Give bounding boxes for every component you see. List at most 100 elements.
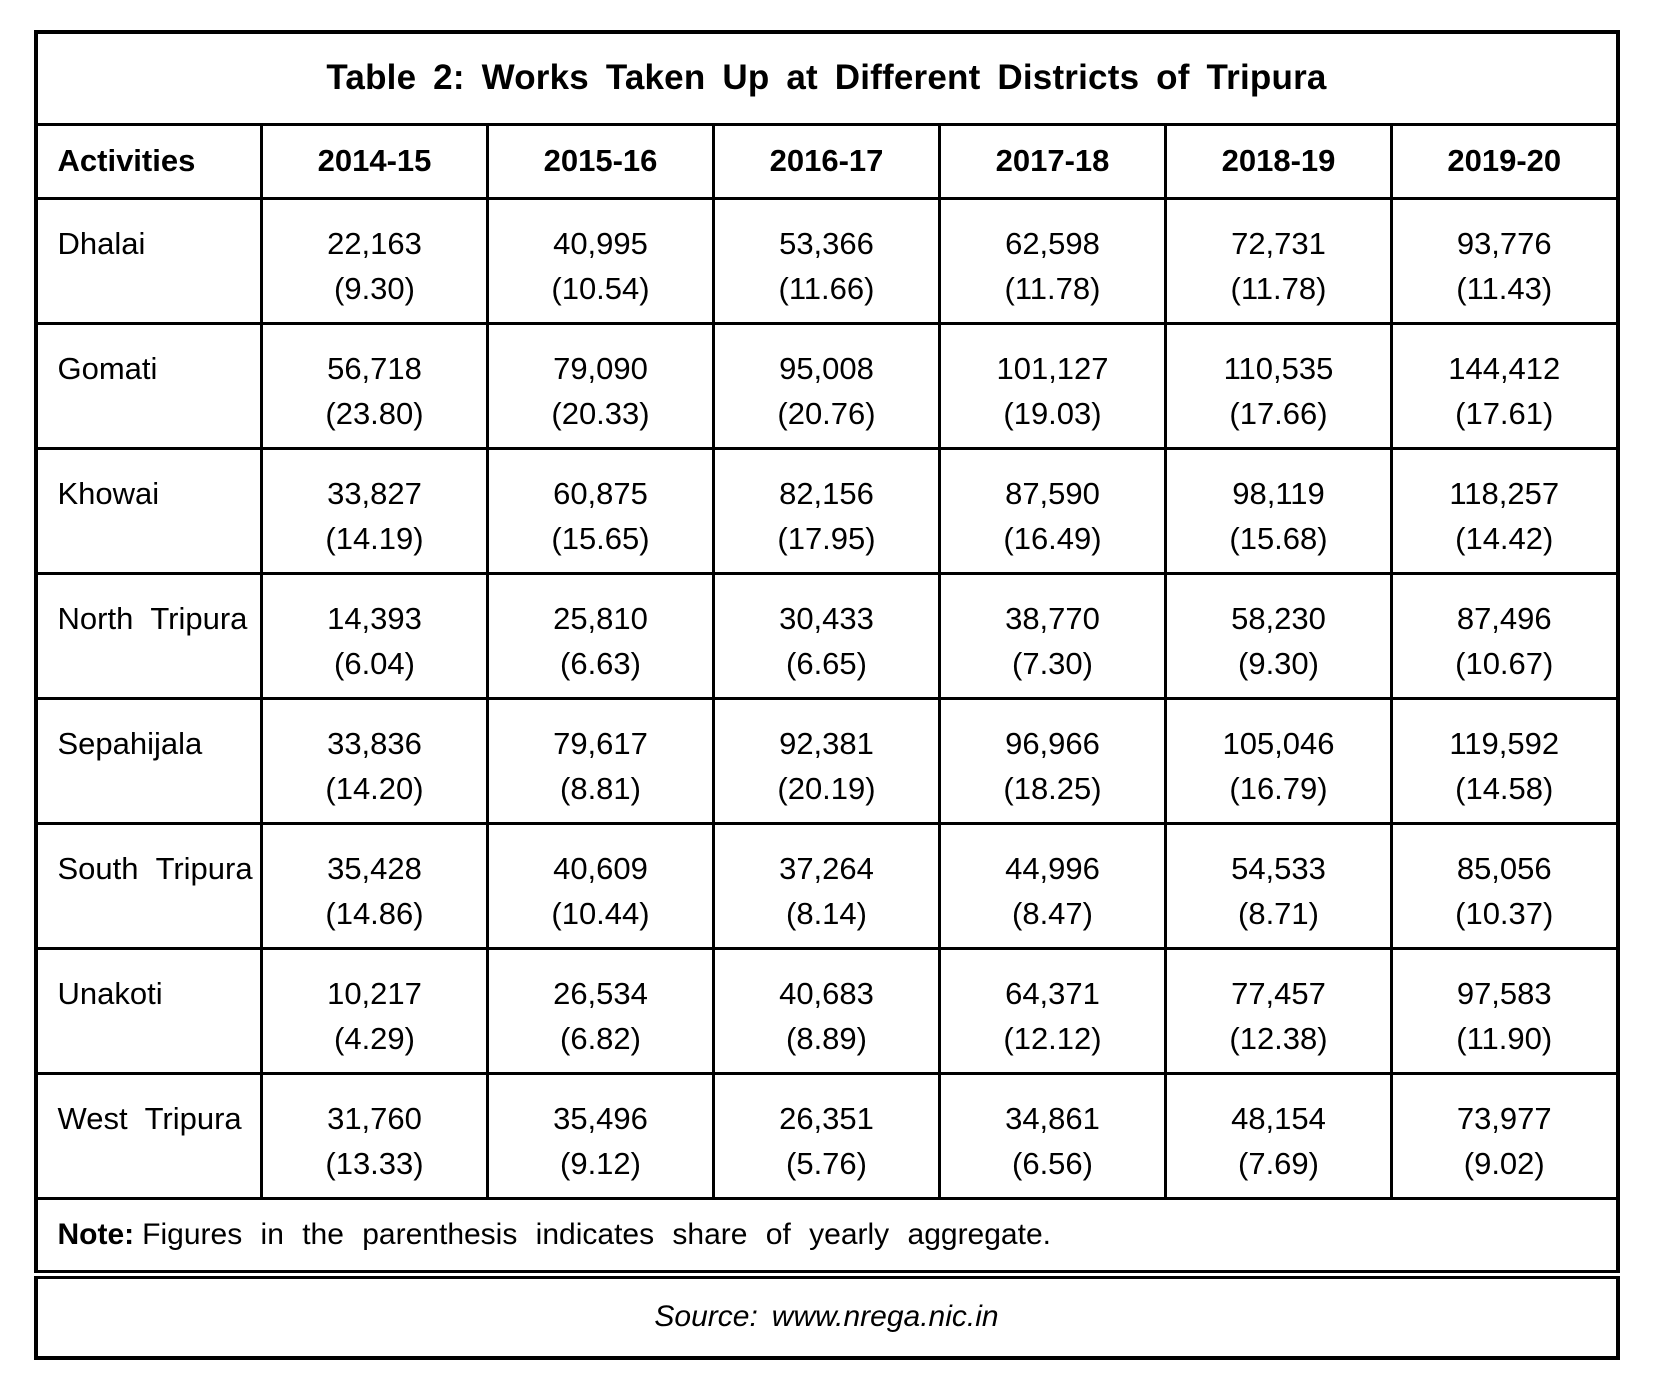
- data-cell: 40,995 (10.54): [486, 196, 715, 325]
- data-cell: 40,609 (10.44): [486, 821, 715, 950]
- cell-value: 77,457: [1231, 975, 1326, 1011]
- cell-share: (13.33): [325, 1145, 424, 1181]
- data-cell: 37,264 (8.14): [712, 821, 941, 950]
- district-name: South Tripura: [34, 821, 263, 950]
- cell-value: 25,810: [553, 600, 648, 636]
- cell-share: (8.89): [786, 1020, 867, 1056]
- column-header-year: 2017-18: [938, 122, 1167, 200]
- cell-value: 87,496: [1456, 600, 1552, 636]
- cell-value: 64,371: [1005, 975, 1100, 1011]
- cell-value: 26,351: [779, 1100, 874, 1136]
- cell-share: (20.76): [777, 395, 876, 431]
- data-cell: 62,598 (11.78): [938, 196, 1167, 325]
- column-header-year: 2015-16: [486, 122, 715, 200]
- cell-share: (12.38): [1229, 1020, 1328, 1056]
- title-row: Table 2: Works Taken Up at Different Dis…: [34, 30, 1619, 126]
- note-label: Note:: [57, 1217, 135, 1251]
- district-name: Unakoti: [34, 946, 263, 1075]
- cell-share: (19.03): [1003, 395, 1102, 431]
- cell-value: 98,119: [1232, 475, 1325, 511]
- table-row: West Tripura 31,760 (13.33) 35,496 (9.12) 26,…: [34, 1071, 1619, 1200]
- cell-value: 33,827: [327, 475, 422, 511]
- cell-share: (9.30): [334, 270, 415, 306]
- column-header-year: 2014-15: [260, 122, 489, 200]
- district-name: Gomati: [34, 321, 263, 450]
- cell-value: 14,393: [327, 600, 422, 636]
- column-header-year: 2016-17: [712, 122, 941, 200]
- cell-share: (16.79): [1229, 770, 1328, 806]
- cell-value: 72,731: [1231, 225, 1326, 261]
- cell-share: (17.95): [777, 520, 876, 556]
- cell-value: 31,760: [327, 1100, 422, 1136]
- note-cell: Note: Figures in the parenthesis indicate…: [34, 1196, 1619, 1279]
- cell-share: (11.90): [1456, 1020, 1553, 1056]
- table-row: Sepahijala 33,836 (14.20) 79,617 (8.81) 92,38…: [34, 696, 1619, 825]
- cell-value: 79,617: [553, 725, 648, 761]
- data-cell: 119,592 (14.58): [1390, 696, 1619, 825]
- cell-share: (10.44): [551, 895, 650, 931]
- data-cell: 87,590 (16.49): [938, 446, 1167, 575]
- column-header-year: 2018-19: [1164, 122, 1393, 200]
- data-cell: 105,046 (16.79): [1164, 696, 1393, 825]
- cell-value: 40,683: [779, 975, 874, 1011]
- cell-share: (8.14): [786, 895, 867, 931]
- cell-share: (9.02): [1463, 1145, 1545, 1181]
- data-cell: 144,412 (17.61): [1390, 321, 1619, 450]
- cell-share: (6.63): [560, 645, 641, 681]
- cell-share: (4.29): [334, 1020, 415, 1056]
- cell-value: 119,592: [1449, 725, 1560, 761]
- cell-value: 82,156: [779, 475, 874, 511]
- data-cell: 33,836 (14.20): [260, 696, 489, 825]
- cell-value: 97,583: [1456, 975, 1552, 1011]
- data-cell: 79,090 (20.33): [486, 321, 715, 450]
- cell-value: 85,056: [1456, 850, 1552, 886]
- source-cell: Source: www.nrega.nic.in: [34, 1272, 1619, 1360]
- cell-value: 62,598: [1005, 225, 1100, 261]
- cell-value: 118,257: [1449, 475, 1560, 511]
- data-cell: 35,496 (9.12): [486, 1071, 715, 1200]
- cell-share: (8.47): [1012, 895, 1093, 931]
- data-cell: 87,496 (10.67): [1390, 571, 1619, 700]
- cell-share: (14.86): [325, 895, 424, 931]
- cell-value: 60,875: [553, 475, 648, 511]
- cell-share: (11.66): [778, 270, 875, 306]
- district-name: West Tripura: [34, 1071, 263, 1200]
- cell-share: (20.19): [777, 770, 876, 806]
- data-cell: 73,977 (9.02): [1390, 1071, 1619, 1200]
- table-body: Dhalai 22,163 (9.30) 40,995 (10.54) 53,366 (11…: [34, 196, 1619, 1200]
- cell-share: (14.58): [1455, 770, 1554, 806]
- source-label: Source:: [654, 1300, 758, 1334]
- cell-value: 54,533: [1231, 850, 1326, 886]
- table-head-section: Table 2: Works Taken Up at Different Dis…: [34, 30, 1619, 200]
- table-title: Table 2: Works Taken Up at Different Dis…: [34, 30, 1619, 126]
- cell-share: (12.12): [1003, 1020, 1102, 1056]
- table-foot-section: Note: Figures in the parenthesis indicate…: [34, 1196, 1619, 1360]
- data-cell: 118,257 (14.42): [1390, 446, 1619, 575]
- cell-share: (14.42): [1455, 520, 1554, 556]
- data-cell: 40,683 (8.89): [712, 946, 941, 1075]
- cell-value: 34,861: [1005, 1100, 1100, 1136]
- column-header-activities: Activities: [34, 122, 263, 200]
- cell-share: (7.69): [1238, 1145, 1319, 1181]
- cell-share: (8.81): [560, 770, 641, 806]
- data-cell: 96,966 (18.25): [938, 696, 1167, 825]
- header-row: Activities 2014-15 2015-16 2016-17 2017-18 20…: [34, 122, 1619, 200]
- data-cell: 101,127 (19.03): [938, 321, 1167, 450]
- cell-value: 40,995: [553, 225, 648, 261]
- table-row: South Tripura 35,428 (14.86) 40,609 (10.44) 3…: [34, 821, 1619, 950]
- cell-share: (17.61): [1455, 395, 1554, 431]
- cell-value: 96,966: [1005, 725, 1100, 761]
- data-cell: 79,617 (8.81): [486, 696, 715, 825]
- district-name: Sepahijala: [34, 696, 263, 825]
- cell-value: 93,776: [1456, 225, 1552, 261]
- data-cell: 25,810 (6.63): [486, 571, 715, 700]
- data-cell: 93,776 (11.43): [1390, 196, 1619, 325]
- cell-value: 105,046: [1222, 725, 1335, 761]
- cell-share: (7.30): [1012, 645, 1093, 681]
- cell-value: 26,534: [553, 975, 648, 1011]
- data-cell: 58,230 (9.30): [1164, 571, 1393, 700]
- cell-value: 87,590: [1005, 475, 1100, 511]
- data-cell: 72,731 (11.78): [1164, 196, 1393, 325]
- table-row: Gomati 56,718 (23.80) 79,090 (20.33) 95,008 (2…: [34, 321, 1619, 450]
